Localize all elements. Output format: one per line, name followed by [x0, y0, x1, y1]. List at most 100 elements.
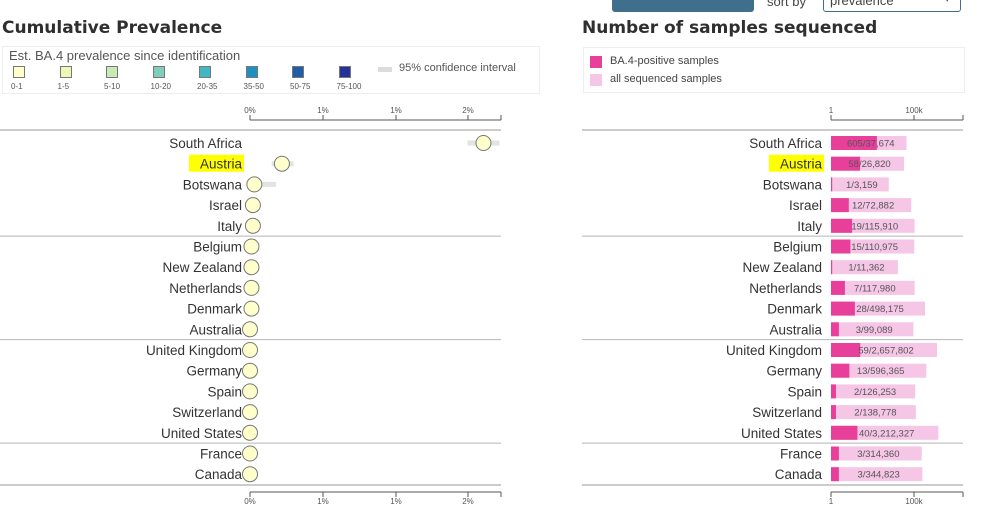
- country-label: Australia: [189, 322, 242, 337]
- legend-bin-label: 10-20: [150, 82, 171, 91]
- country-label: Italy: [217, 219, 242, 234]
- country-label: Italy: [797, 219, 822, 234]
- positive-samples-bar: [831, 446, 839, 461]
- legend-bin-swatch: [338, 66, 351, 78]
- sort-value: prevalence: [830, 0, 894, 8]
- all-samples-bar: [831, 177, 889, 192]
- country-label: Austria: [200, 157, 243, 172]
- bar-label: 3/344,823: [858, 470, 900, 481]
- filter-button[interactable]: [612, 0, 754, 12]
- bar-label: 7/117,980: [854, 283, 896, 294]
- country-label: Canada: [775, 467, 823, 482]
- all-samples-bar: [831, 260, 898, 275]
- country-label: New Zealand: [162, 260, 242, 275]
- positive-samples-bar: [831, 405, 836, 420]
- bar-label: 1/11,362: [848, 263, 884, 274]
- all-samples-bar: [831, 425, 939, 440]
- country-label: Belgium: [193, 240, 242, 255]
- x-tick-label: 100k: [905, 106, 923, 115]
- all-samples-bar: [831, 239, 915, 254]
- samples-title: Number of samples sequenced: [582, 18, 878, 38]
- positive-samples-bar: [831, 363, 850, 378]
- country-label: United States: [741, 426, 822, 441]
- all-samples-bar: [831, 198, 912, 213]
- country-highlight: [768, 154, 824, 172]
- country-label: Switzerland: [172, 405, 242, 420]
- bar-label: 19/115,910: [851, 221, 898, 232]
- country-label: Switzerland: [752, 405, 822, 420]
- prevalence-point: [242, 404, 258, 421]
- bar-label: 1/3,159: [846, 180, 878, 191]
- prevalence-point: [475, 135, 492, 151]
- legend-bin-label: 75-100: [336, 82, 362, 91]
- country-label: France: [200, 447, 242, 462]
- positive-samples-bar: [831, 260, 833, 275]
- positive-samples-bar: [831, 177, 833, 192]
- country-label: Netherlands: [169, 281, 242, 296]
- country-label: Germany: [766, 364, 822, 379]
- positive-samples-bar: [831, 136, 877, 150]
- positive-samples-bar: [831, 156, 861, 171]
- prevalence-title: Cumulative Prevalence: [2, 18, 223, 38]
- x-tick-label: 2%: [462, 497, 474, 506]
- country-label: New Zealand: [742, 260, 822, 275]
- x-tick-label: 1%: [390, 497, 402, 506]
- x-tick-label: 0%: [244, 106, 256, 115]
- country-label: Spain: [207, 384, 242, 399]
- legend-swatch-positive: [590, 56, 602, 68]
- bar-label: 28/498,175: [856, 304, 904, 315]
- prevalence-legend-title: Est. BA.4 prevalence since identificatio…: [9, 48, 241, 63]
- prevalence-point: [242, 466, 258, 483]
- bar-label: 2/126,253: [854, 387, 896, 398]
- prevalence-point: [243, 279, 260, 296]
- country-label: South Africa: [169, 136, 242, 151]
- x-tick-label: 1%: [390, 106, 402, 115]
- bar-label: 12/72,882: [852, 201, 894, 212]
- prevalence-point: [242, 424, 258, 441]
- x-tick-label: 1%: [317, 497, 329, 506]
- bar-label: 13/596,365: [857, 366, 905, 377]
- x-tick-label: 100k: [905, 497, 923, 506]
- prevalence-point: [243, 238, 260, 255]
- positive-samples-bar: [831, 301, 855, 316]
- legend-swatch-all: [590, 74, 602, 86]
- prevalence-point: [242, 321, 258, 338]
- bar-label: 2/138,778: [854, 408, 896, 419]
- all-samples-bar: [831, 384, 916, 399]
- legend-bin-swatch: [59, 66, 72, 78]
- chevron-down-icon: ▾: [944, 0, 950, 5]
- country-label: Botswana: [763, 177, 823, 192]
- positive-samples-bar: [831, 280, 845, 295]
- sort-select[interactable]: prevalence ▾: [823, 0, 961, 12]
- country-label: Israel: [209, 198, 242, 213]
- positive-samples-bar: [831, 239, 851, 254]
- sort-label: sort by: [767, 0, 807, 9]
- all-samples-bar: [831, 405, 916, 420]
- country-label: Denmark: [187, 302, 242, 317]
- legend-bin-label: 5-10: [104, 82, 121, 91]
- positive-samples-bar: [831, 343, 861, 357]
- country-label: United Kingdom: [726, 343, 822, 358]
- country-label: Spain: [787, 384, 822, 399]
- legend-bin-label: 20-35: [197, 82, 218, 91]
- prevalence-legend: Est. BA.4 prevalence since identificatio…: [2, 46, 540, 94]
- legend-bin-label: 0-1: [11, 82, 23, 91]
- all-samples-bar: [831, 363, 927, 378]
- legend-bin-swatch: [199, 66, 211, 78]
- legend-bin-label: 35-50: [243, 82, 264, 91]
- bar-label: 605/37,674: [847, 139, 895, 150]
- country-label: France: [780, 447, 822, 462]
- x-tick-label: 1%: [317, 106, 329, 115]
- all-samples-bar: [831, 467, 923, 482]
- legend-label-all: all sequenced samples: [610, 73, 722, 85]
- prevalence-point: [244, 217, 261, 234]
- all-samples-bar: [831, 280, 915, 295]
- bar-label: 59/2,657,802: [858, 346, 913, 357]
- legend-bin-swatch: [106, 66, 118, 78]
- all-samples-bar: [831, 322, 914, 337]
- country-label: Netherlands: [749, 281, 822, 296]
- legend-bin-swatch: [245, 66, 258, 78]
- prevalence-point: [246, 176, 263, 193]
- prevalence-point: [242, 362, 258, 379]
